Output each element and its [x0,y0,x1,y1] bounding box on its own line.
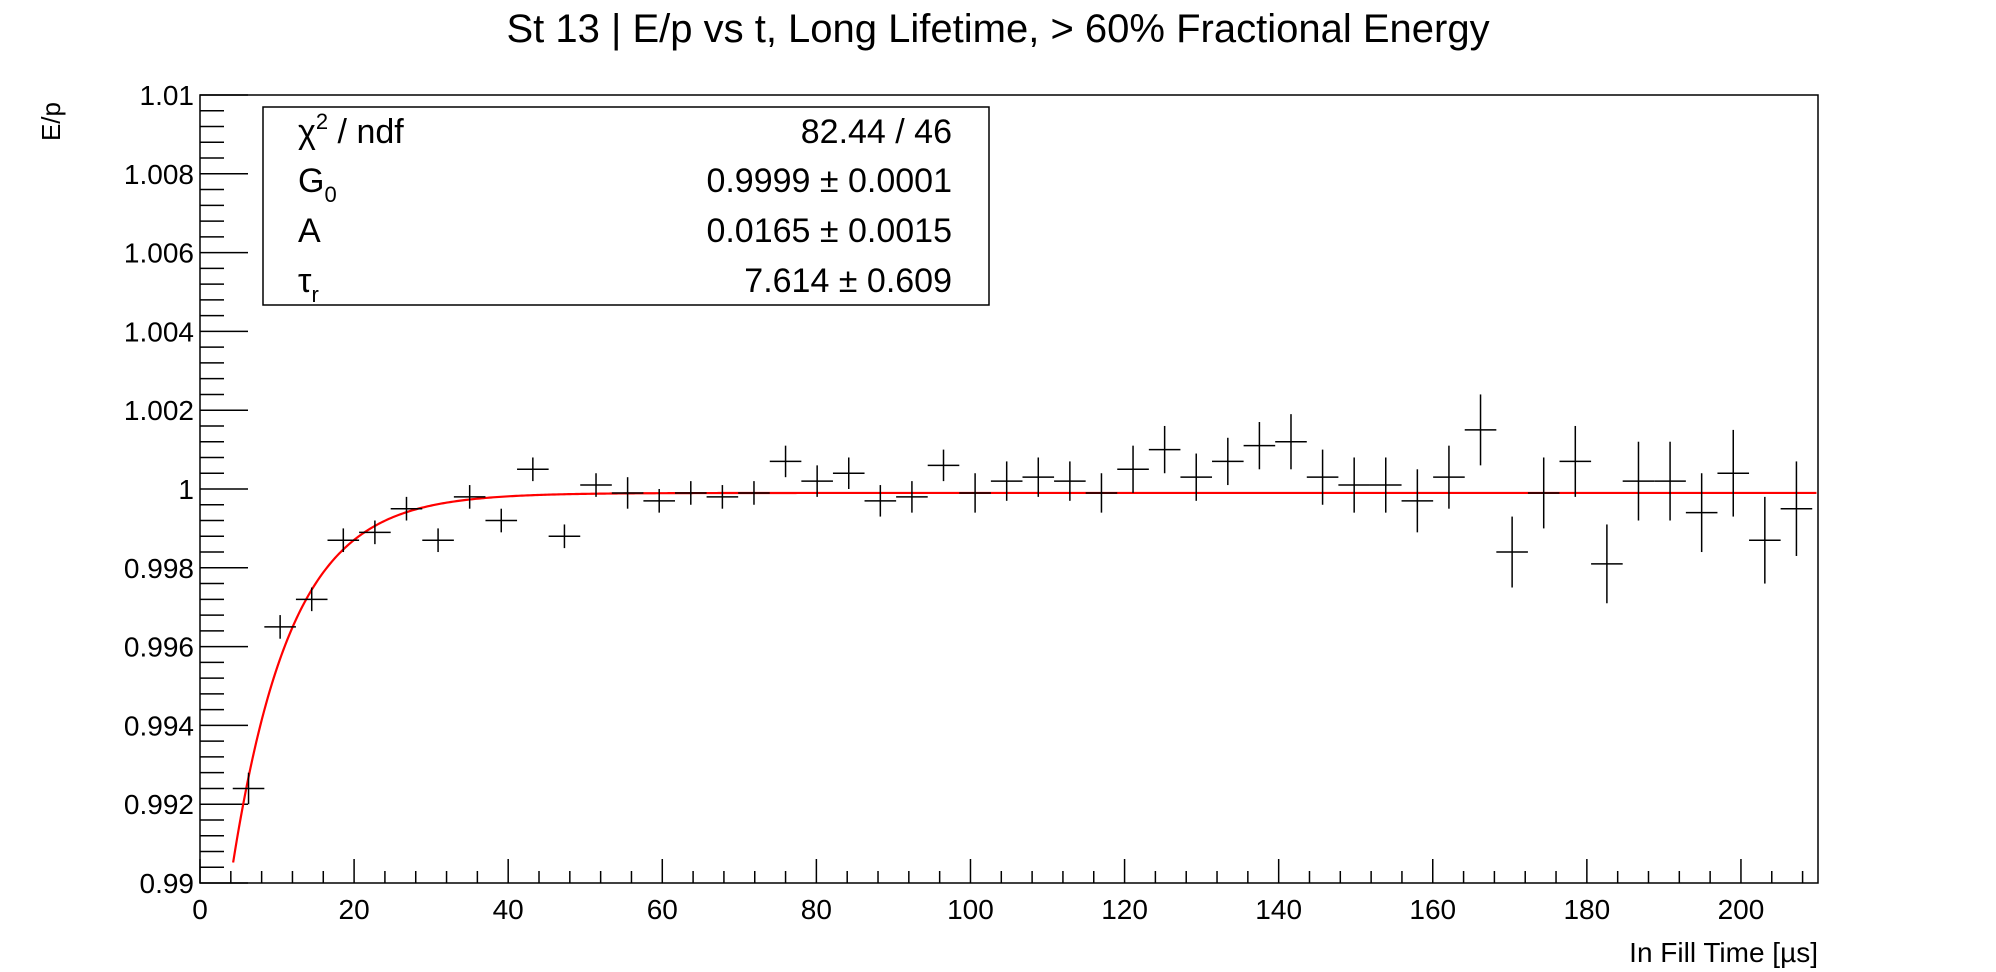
data-point [453,485,486,509]
data-point [832,457,865,489]
data-point [1464,394,1497,466]
y-tick-label: 1.004 [124,316,194,347]
data-point [1685,473,1718,553]
data-point [1559,425,1592,497]
data-point [1022,457,1055,497]
data-point [517,457,549,482]
data-point [264,615,296,639]
stats-value: 0.9999 ± 0.0001 [706,162,952,200]
data-point [1306,449,1339,505]
x-tick-label: 20 [339,894,370,925]
stats-label: τr [298,262,319,307]
data-point [896,481,928,513]
data-point [706,485,739,509]
data-point [1717,429,1750,517]
data-point [1780,461,1813,556]
data-point [1212,437,1244,486]
data-point [1749,496,1781,584]
fit-curve [232,491,1817,863]
data-point [1243,422,1276,470]
data-point [548,524,581,549]
data-point [1496,516,1528,588]
stats-value: 7.614 ± 0.609 [744,262,952,300]
data-point [738,481,770,505]
x-tick-label: 200 [1718,894,1765,925]
data-point [1433,445,1465,509]
y-tick-label: 0.994 [124,710,194,741]
data-point [1401,469,1434,533]
data-point [674,481,707,505]
x-tick-label: 80 [801,894,832,925]
y-tick-label: 1.002 [124,395,194,426]
stats-value: 82.44 / 46 [801,113,952,151]
x-axis-label: In Fill Time [µs] [1629,937,1818,968]
x-tick-label: 60 [647,894,678,925]
data-point [1369,457,1402,513]
data-point [1148,425,1181,474]
data-point [643,489,675,513]
stats-value: 0.0165 ± 0.0015 [706,212,952,250]
data-point [295,587,328,612]
data-point [485,508,518,533]
data-point [1527,457,1560,529]
fit-curve-layer [232,491,1817,863]
axes: 0 20 40 60 80 100 120 140 160 180 200 0.99 0.992 0.99… [124,80,1804,925]
x-tick-label: 140 [1255,894,1302,925]
data-point [1180,453,1213,501]
x-tick-label: 40 [493,894,524,925]
x-tick-label: 120 [1101,894,1148,925]
y-tick-label: 0.992 [124,789,194,820]
x-tick-label: 0 [192,894,208,925]
chart-title: St 13 | E/p vs t, Long Lifetime, > 60% F… [506,7,1489,51]
data-point [927,449,960,482]
data-point [1054,461,1086,501]
x-tick-label: 160 [1409,894,1456,925]
data-point [232,772,265,805]
data-point [359,520,391,545]
y-axis-label: E/p [36,102,66,141]
y-tick-label: 0.996 [124,632,194,663]
data-point [1591,524,1623,604]
data-point [1338,457,1370,513]
data-point [580,473,612,497]
stats-box-frame [262,106,990,306]
stats-label: A [298,212,321,250]
data-points [232,394,1813,805]
y-tick-label: 1.01 [140,80,195,111]
data-point [959,473,991,513]
data-point [1654,441,1686,521]
stats-label: χ2 / ndf [298,109,404,151]
y-tick-label: 0.998 [124,553,194,584]
stats-label: G0 [298,162,337,207]
data-point [422,528,454,553]
data-point [390,496,423,521]
data-point [1085,473,1118,513]
stats-box: χ2 / ndf 82.44 / 46 G0 0.9999 ± 0.0001 A 0.01… [262,106,990,307]
x-tick-label: 180 [1563,894,1610,925]
data-point [990,461,1023,501]
data-point [801,465,833,497]
data-point [1275,414,1307,470]
data-point [611,477,644,509]
x-tick-label: 100 [947,894,994,925]
y-tick-label: 0.99 [140,868,195,899]
y-tick-label: 1 [178,474,194,505]
y-tick-label: 1.006 [124,238,194,269]
data-point [327,528,360,553]
data-point [1117,445,1149,493]
data-point [864,485,897,517]
data-point [1622,441,1655,521]
data-point [769,445,802,478]
y-tick-label: 1.008 [124,159,194,190]
